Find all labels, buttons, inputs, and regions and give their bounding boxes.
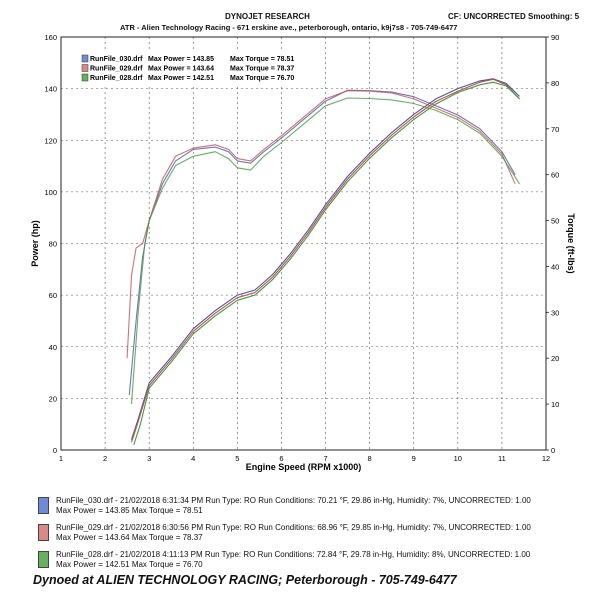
legend-swatch bbox=[81, 64, 89, 72]
chart-grid bbox=[61, 37, 546, 450]
legend-swatch bbox=[81, 73, 89, 82]
y-left-tick-label: 80 bbox=[49, 240, 57, 249]
legend-file: RunFile_028.drf bbox=[90, 75, 143, 82]
run-file-details: RunFile_028.drf - 21/02/2018 4:11:13 PM … bbox=[56, 550, 531, 559]
power-curve-RunFile_028.drf bbox=[133, 81, 520, 445]
x-tick-label: 7 bbox=[323, 454, 327, 463]
y-left-tick-label: 140 bbox=[44, 85, 57, 94]
chart-series bbox=[126, 78, 520, 445]
y-left-tick-label: 20 bbox=[49, 394, 57, 403]
torque-curve-RunFile_029.drf bbox=[126, 90, 516, 359]
legend-max-power: Max Power = 143.85 bbox=[148, 56, 214, 63]
run-file-max-values: Max Power = 142.51 Max Torque = 76.70 bbox=[56, 560, 203, 569]
y-right-tick-label: 70 bbox=[551, 125, 559, 134]
x-tick-label: 11 bbox=[498, 454, 506, 463]
x-tick-label: 10 bbox=[454, 454, 462, 463]
run-file-max-values: Max Power = 143.64 Max Torque = 78.37 bbox=[56, 533, 203, 542]
torque-curve-RunFile_030.drf bbox=[128, 89, 516, 395]
y-right-tick-label: 90 bbox=[551, 33, 559, 42]
run-color-swatch bbox=[38, 497, 49, 514]
legend-swatch bbox=[81, 54, 89, 63]
y-right-tick-label: 30 bbox=[551, 308, 559, 317]
x-tick-label: 8 bbox=[368, 454, 372, 463]
y-right-tick-label: 20 bbox=[551, 354, 559, 363]
x-axis-label: Engine Speed (RPM x1000) bbox=[246, 462, 362, 472]
power-curve-RunFile_029.drf bbox=[130, 78, 520, 443]
run-file-details: RunFile_030.drf - 21/02/2018 6:31:34 PM … bbox=[56, 496, 531, 505]
x-tick-label: 12 bbox=[542, 454, 550, 463]
y-left-tick-label: 0 bbox=[53, 446, 57, 455]
x-tick-label: 6 bbox=[279, 454, 283, 463]
run-file-entry: RunFile_028.drf - 21/02/2018 4:11:13 PM … bbox=[38, 550, 578, 577]
legend-background bbox=[80, 52, 290, 85]
legend-max-torque: Max Torque = 76.70 bbox=[230, 75, 294, 82]
run-file-entry: RunFile_029.drf - 21/02/2018 6:30:56 PM … bbox=[38, 523, 578, 550]
run-file-entry: RunFile_030.drf - 21/02/2018 6:31:34 PM … bbox=[38, 496, 578, 523]
plot-frame bbox=[60, 36, 547, 451]
correction-factor: CF: UNCORRECTED Smoothing: 5 bbox=[448, 12, 580, 21]
y-left-tick-label: 160 bbox=[44, 33, 57, 42]
power-curve-RunFile_030.drf bbox=[130, 78, 520, 440]
y-right-tick-label: 60 bbox=[551, 171, 559, 180]
x-tick-label: 2 bbox=[103, 454, 107, 463]
torque-curve-RunFile_028.drf bbox=[130, 97, 520, 405]
y-right-tick-label: 40 bbox=[551, 262, 559, 271]
y-left-tick-label: 60 bbox=[49, 291, 57, 300]
y-right-tick-label: 50 bbox=[551, 217, 559, 226]
y-right-tick-label: 10 bbox=[551, 400, 559, 409]
dynojet-header: DYNOJET RESEARCH bbox=[225, 12, 310, 21]
y-left-tick-label: 100 bbox=[44, 188, 57, 197]
legend-max-torque: Max Torque = 78.51 bbox=[230, 56, 294, 63]
shop-info: ATR - Alien Technology Racing - 671 ersk… bbox=[120, 23, 458, 32]
legend-max-power: Max Power = 142.51 bbox=[148, 75, 214, 82]
y-right-tick-label: 0 bbox=[551, 446, 555, 455]
x-tick-label: 4 bbox=[191, 454, 195, 463]
legend-file: RunFile_029.drf bbox=[90, 66, 143, 73]
x-tick-label: 1 bbox=[59, 454, 63, 463]
chart-legend: RunFile_030.drf Max Power = 143.85 Max Tor… bbox=[80, 52, 294, 85]
run-file-max-values: Max Power = 143.85 Max Torque = 78.51 bbox=[56, 506, 203, 515]
y-axis-label-power: Power (hp) bbox=[30, 220, 40, 267]
y-left-tick-label: 120 bbox=[44, 136, 57, 145]
run-color-swatch bbox=[38, 551, 49, 568]
legend-max-power: Max Power = 143.64 bbox=[148, 66, 214, 73]
legend-max-torque: Max Torque = 78.37 bbox=[230, 66, 294, 73]
axis-ticks: 1 2 3 4 5 6 7 8 9 10 11 120204060801001201401600102… bbox=[44, 33, 559, 463]
legend-file: RunFile_030.drf bbox=[90, 56, 143, 63]
dyno-shop-footer: Dynoed at ALIEN TECHNOLOGY RACING; Peter… bbox=[33, 573, 457, 587]
x-tick-label: 5 bbox=[235, 454, 239, 463]
run-file-details: RunFile_029.drf - 21/02/2018 6:30:56 PM … bbox=[56, 523, 531, 532]
y-left-tick-label: 40 bbox=[49, 343, 57, 352]
y-right-tick-label: 80 bbox=[551, 79, 559, 88]
x-tick-label: 3 bbox=[147, 454, 151, 463]
run-color-swatch bbox=[38, 524, 49, 541]
y-axis-label-torque: Torque (ft-lbs) bbox=[566, 213, 576, 273]
run-files-list: RunFile_030.drf - 21/02/2018 6:31:34 PM … bbox=[38, 496, 578, 577]
x-tick-label: 9 bbox=[412, 454, 416, 463]
